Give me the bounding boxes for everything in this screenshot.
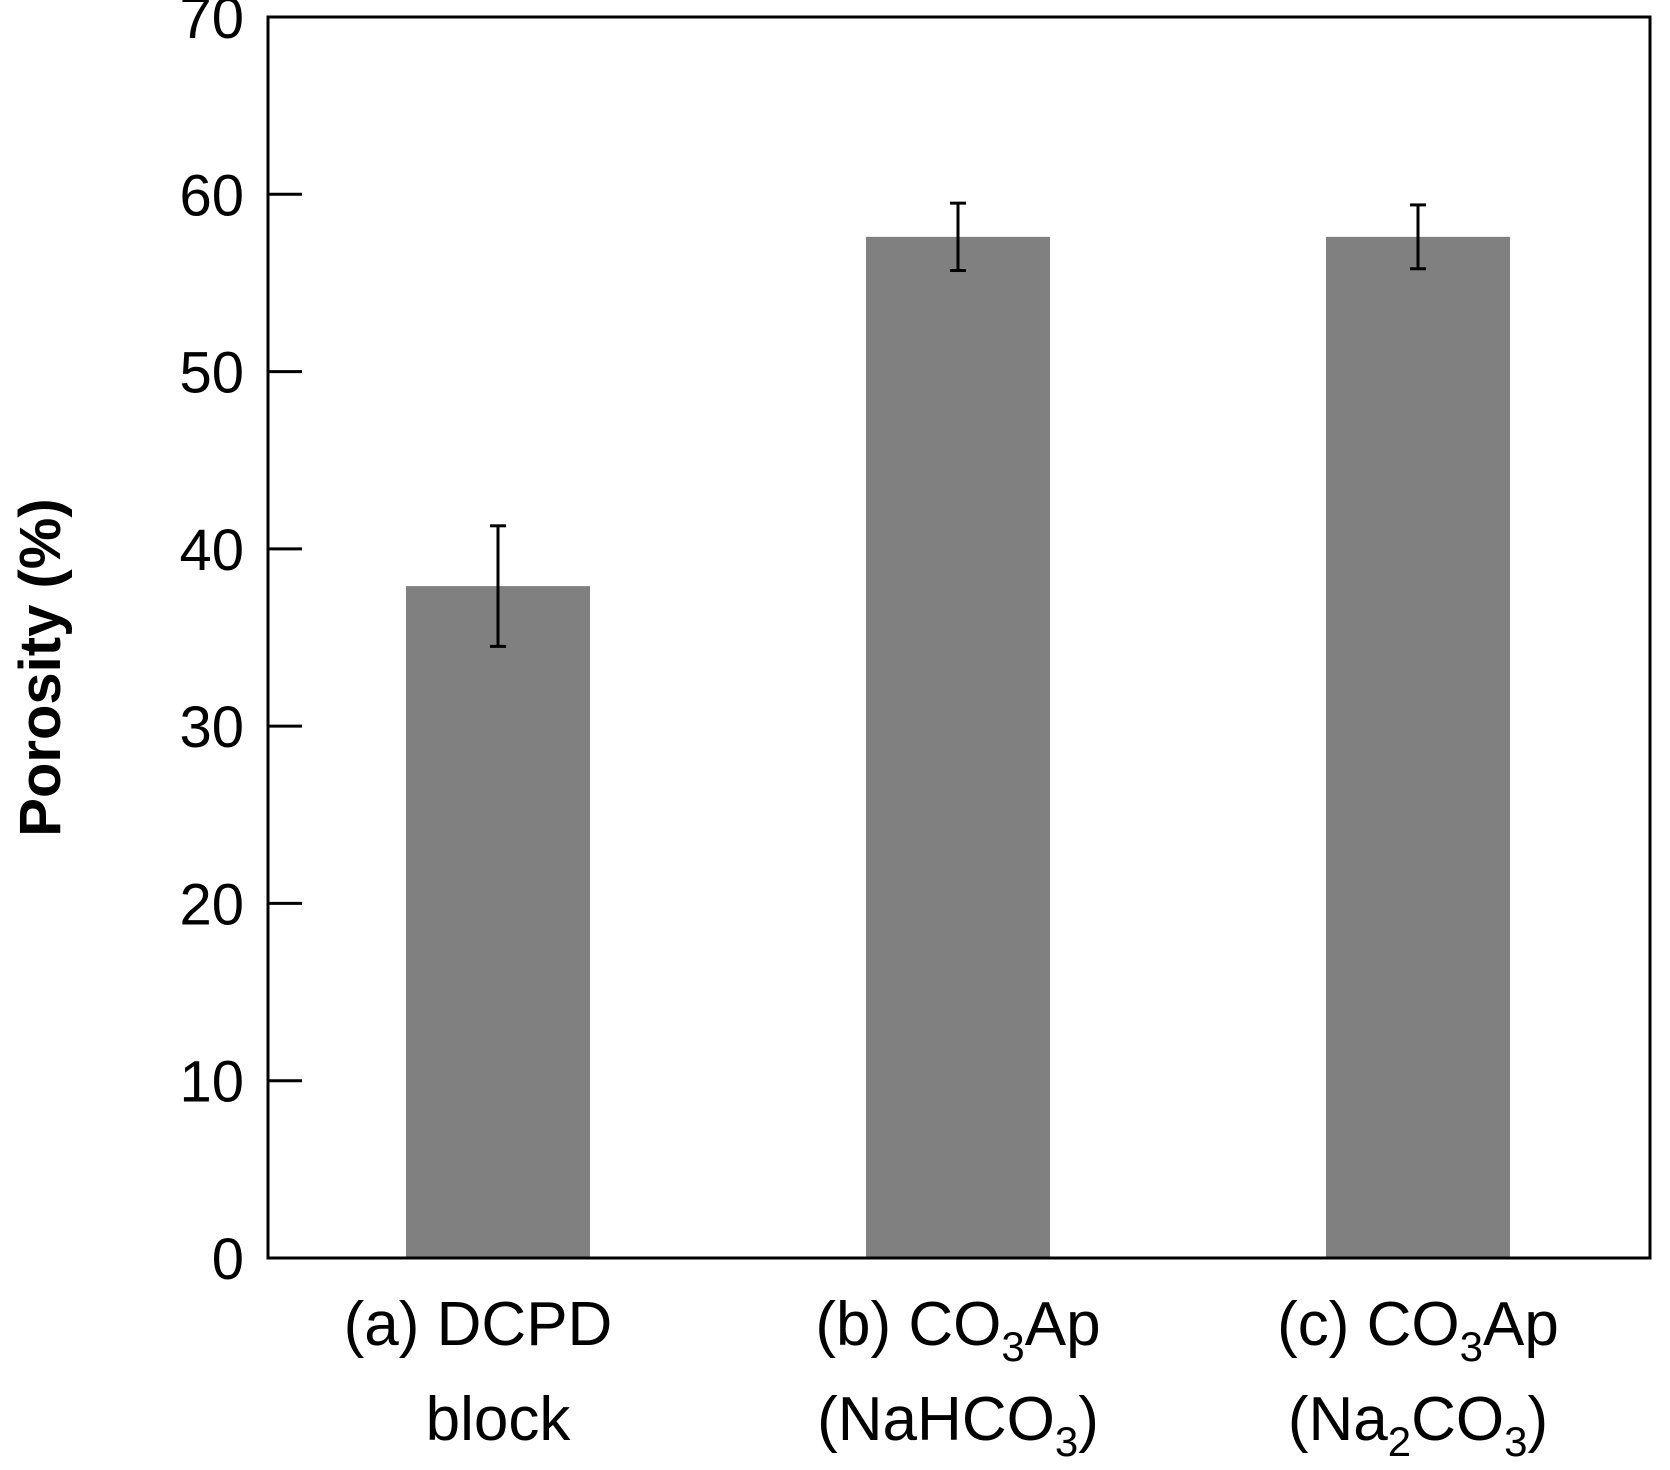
x-category-label: (Na2CO3)	[1288, 1385, 1548, 1465]
y-tick-label: 50	[179, 341, 244, 406]
y-tick-label: 40	[179, 518, 244, 583]
y-tick-label: 10	[179, 1050, 244, 1115]
x-category-label: (a) DCPD	[344, 1290, 613, 1359]
x-category-label: (b) CO3Ap	[815, 1290, 1100, 1370]
y-tick-label: 20	[179, 872, 244, 937]
y-axis-ticks: 0 10 20 30 40 50 60 70	[179, 0, 302, 1292]
bar	[1326, 236, 1510, 1258]
x-category-label: block	[426, 1385, 572, 1454]
x-category-label: (NaHCO3)	[817, 1385, 1099, 1465]
bars	[406, 236, 1510, 1258]
y-axis-title: Porosity (%)	[8, 498, 73, 836]
plot-frame	[266, 15, 1652, 1260]
y-tick-label: 60	[179, 163, 244, 228]
error-bars	[490, 201, 1426, 648]
x-category-label: (c) CO3Ap	[1277, 1290, 1559, 1370]
error-bar	[1410, 203, 1426, 271]
error-bar	[950, 201, 966, 273]
bar	[406, 586, 590, 1258]
error-bar	[490, 524, 506, 648]
y-tick-label: 30	[179, 695, 244, 760]
x-axis-labels: (a) DCPD block (b) CO3Ap (NaHCO3) (c) CO3Ap (…	[344, 1290, 1559, 1465]
y-tick-label: 0	[212, 1227, 244, 1292]
bar	[866, 236, 1050, 1258]
y-tick-label: 70	[179, 0, 244, 51]
